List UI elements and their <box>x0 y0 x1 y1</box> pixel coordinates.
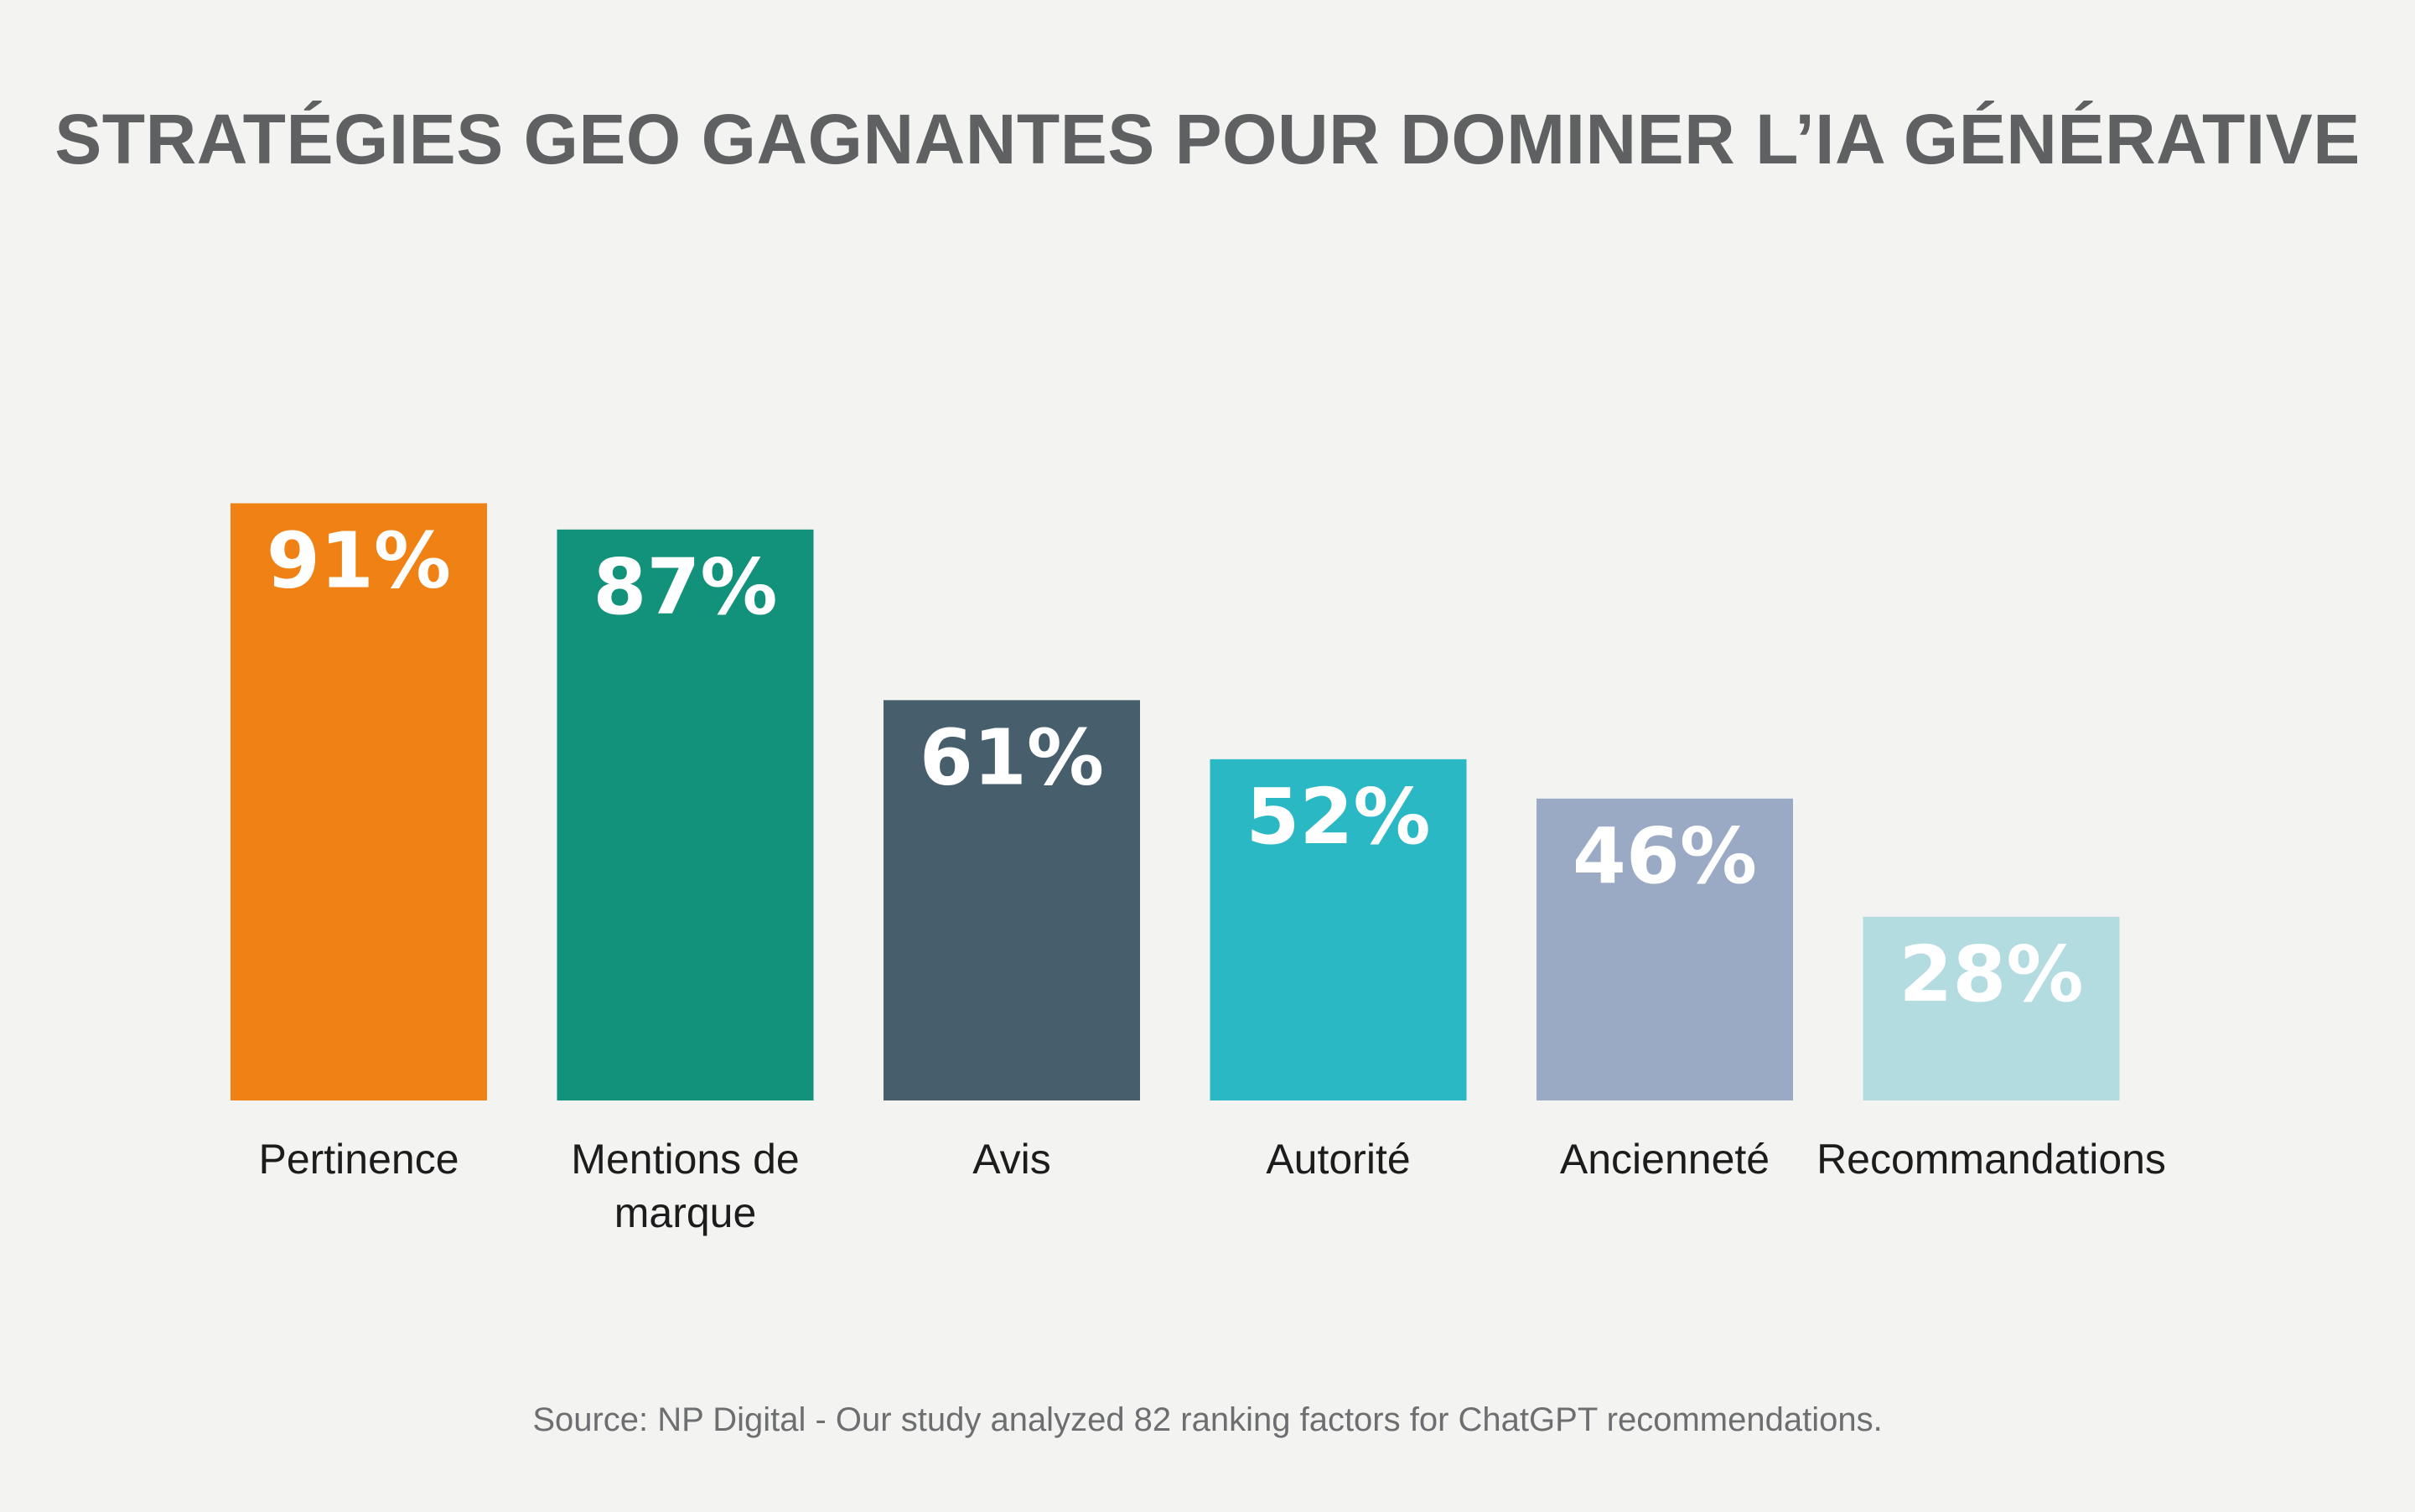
category-label-4: Autorité <box>1266 1136 1410 1183</box>
bar-2 <box>557 529 814 1100</box>
category-label-6: Recommandations <box>1816 1136 2166 1183</box>
bar-4 <box>1210 759 1467 1100</box>
bar-1 <box>231 503 487 1100</box>
bar-6 <box>1863 916 2120 1100</box>
category-label-1: Pertinence <box>258 1136 459 1183</box>
source-note: Source: NP Digital - Our study analyzed … <box>532 1401 1883 1438</box>
category-label-3: Avis <box>972 1136 1051 1183</box>
bar-5 <box>1537 798 1793 1100</box>
category-label-2-line-1: Mentions de <box>571 1136 799 1183</box>
chart-title: STRATÉGIES GEO GAGNANTES POUR DOMINER L’… <box>54 100 2361 179</box>
bar-3 <box>884 700 1140 1100</box>
category-label-5: Ancienneté <box>1560 1136 1770 1183</box>
category-label-2-line-2: marque <box>614 1189 757 1236</box>
